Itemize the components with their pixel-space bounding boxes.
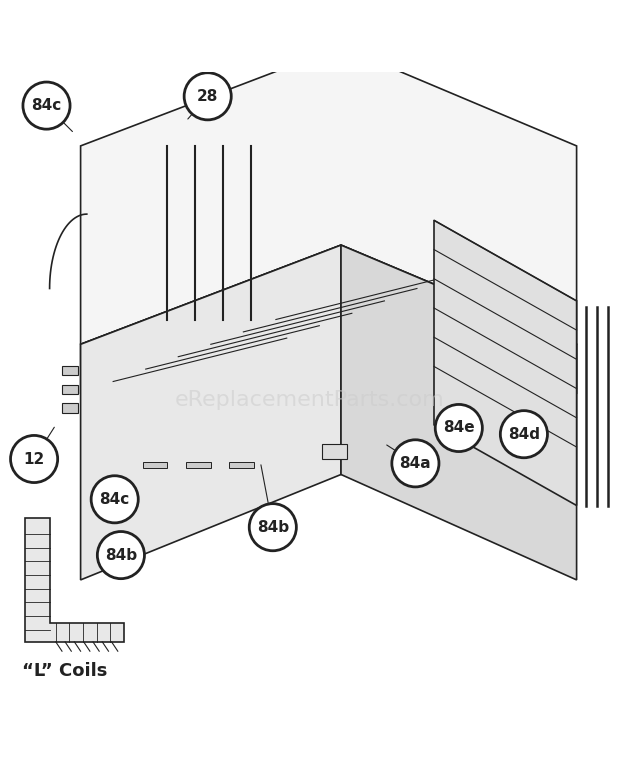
Text: 84d: 84d [508, 427, 540, 442]
Text: 84b: 84b [257, 520, 289, 535]
Bar [143, 462, 167, 468]
Polygon shape [81, 245, 341, 580]
Circle shape [11, 436, 58, 482]
Circle shape [97, 532, 144, 578]
Circle shape [392, 439, 439, 487]
Text: 28: 28 [197, 89, 218, 104]
Polygon shape [434, 221, 577, 506]
Text: 12: 12 [24, 452, 45, 466]
Text: “L” Coils: “L” Coils [22, 662, 107, 681]
Text: 84b: 84b [105, 548, 137, 562]
Polygon shape [25, 518, 124, 642]
Text: 84c: 84c [100, 492, 130, 507]
Text: 84a: 84a [399, 456, 432, 471]
Circle shape [91, 476, 138, 523]
Circle shape [249, 504, 296, 551]
Circle shape [23, 82, 70, 129]
Polygon shape [81, 245, 577, 394]
Circle shape [184, 72, 231, 120]
Circle shape [435, 404, 482, 452]
Bar [322, 443, 347, 459]
Text: 84c: 84c [32, 98, 61, 113]
Text: eReplacementParts.com: eReplacementParts.com [175, 390, 445, 410]
Bar [62, 403, 78, 413]
Polygon shape [341, 245, 577, 580]
Bar [186, 462, 211, 468]
Bar [62, 366, 78, 375]
Text: 84e: 84e [443, 420, 475, 436]
Bar [62, 385, 78, 394]
Bar [229, 462, 254, 468]
Polygon shape [81, 47, 577, 344]
Circle shape [500, 410, 547, 458]
